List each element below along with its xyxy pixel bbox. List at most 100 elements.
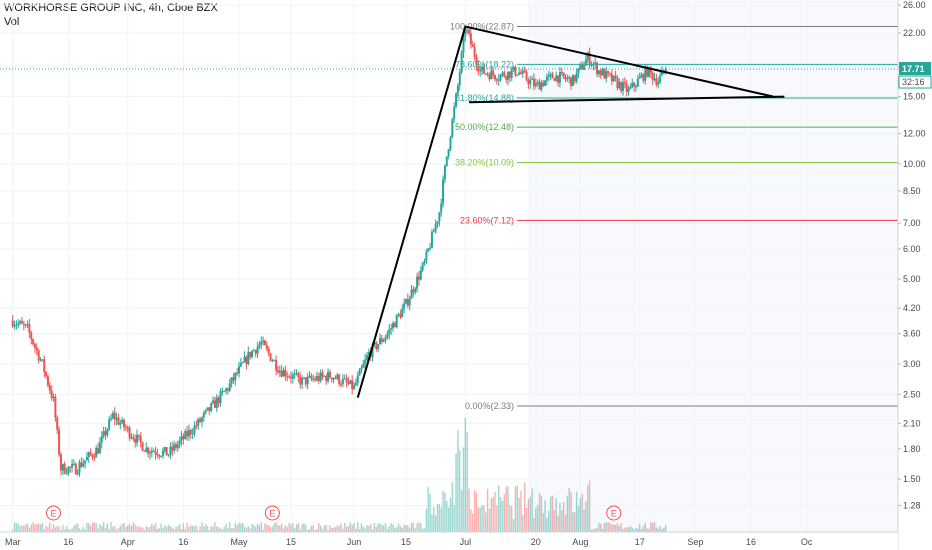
volume-bar (466, 432, 468, 532)
price-tick-label: 15.00 (903, 92, 926, 102)
candle-body (334, 377, 337, 379)
candle-body (588, 52, 591, 66)
candle-body (660, 70, 663, 76)
volume-bar (433, 506, 435, 532)
candle-body (238, 366, 241, 374)
candle-body (301, 377, 304, 385)
volume-bar (629, 525, 632, 532)
price-tick-label: 4.20 (903, 303, 921, 313)
candle-body (566, 78, 569, 80)
volume-bar (141, 527, 144, 532)
volume-bar (279, 525, 281, 532)
price-tick-label: 2.50 (903, 389, 921, 399)
volume-bar (125, 527, 127, 532)
candle-body (549, 74, 552, 76)
volume-bar (653, 522, 656, 532)
volume-bar (485, 512, 487, 532)
candle-body (481, 66, 484, 71)
volume-bar (216, 526, 218, 532)
candle-body (263, 340, 266, 346)
volume-bar (45, 525, 47, 532)
candle-body (78, 462, 81, 473)
volume-bar (639, 524, 641, 532)
volume-bar (447, 507, 450, 532)
time-tick-label: 20 (531, 537, 541, 547)
candle-body (358, 369, 361, 376)
volume-bar (507, 486, 509, 532)
volume-bar (269, 527, 272, 532)
candle-body (540, 82, 543, 90)
candle-body (314, 378, 317, 381)
volume-bar (420, 523, 422, 532)
candle-body (163, 447, 166, 451)
volume-bar (536, 505, 539, 532)
candle-body (364, 359, 367, 364)
volume-bar (577, 506, 580, 532)
candle-body (174, 444, 177, 448)
volume-bar (434, 515, 437, 532)
candle-body (147, 447, 150, 454)
volume-bar (199, 526, 201, 532)
candle-body (434, 224, 437, 232)
candle-body (354, 383, 357, 386)
candle-body (482, 66, 485, 74)
candle-body (516, 74, 519, 76)
time-tick-label: Oc (801, 537, 813, 547)
candle-body (65, 473, 68, 475)
candle-body (440, 203, 443, 213)
volume-bar (12, 529, 14, 532)
candle-body (104, 431, 107, 436)
candle-body (291, 374, 294, 379)
candle-body (262, 340, 265, 342)
earnings-marker-label: E (269, 509, 275, 519)
volume-bar (358, 529, 361, 532)
volume-bar (39, 524, 42, 532)
volume-bar (579, 497, 582, 532)
candle-body (217, 397, 220, 404)
volume-bar (403, 524, 405, 532)
volume-bar (622, 528, 624, 532)
time-tick-label: 16 (178, 537, 188, 547)
volume-bar (553, 509, 556, 532)
volume-bar (284, 525, 287, 532)
candle-body (607, 71, 610, 74)
candle-body (570, 77, 573, 87)
candle-body (379, 338, 381, 345)
volume-bar (21, 525, 23, 532)
volume-bar (555, 498, 557, 532)
candle-body (410, 289, 413, 299)
volume-bar (386, 528, 389, 532)
candle-body (634, 86, 637, 88)
candle-body (419, 270, 422, 280)
volume-bar (468, 488, 470, 532)
volume-bar (325, 524, 327, 532)
volume-bar (377, 523, 379, 532)
candle-body (327, 371, 330, 382)
volume-bar (527, 499, 530, 532)
price-tick-label: 2.10 (903, 418, 921, 428)
volume-bar (119, 525, 121, 532)
volume-bar (338, 525, 340, 532)
candle-body (91, 454, 94, 458)
candle-body (189, 429, 192, 435)
volume-bar (408, 527, 411, 532)
volume-label: Vol (4, 16, 20, 28)
volume-bar (36, 524, 38, 532)
candle-body (345, 378, 348, 383)
candle-body (117, 417, 120, 425)
candle-body (208, 407, 211, 412)
volume-bar (535, 507, 537, 532)
price-tick-label: 22.00 (903, 28, 926, 38)
candle-body (24, 324, 27, 326)
price-tick-label: 7.00 (903, 218, 921, 228)
volume-bar (525, 507, 528, 532)
volume-bar (84, 529, 86, 532)
volume-bar (301, 524, 303, 532)
volume-bar (260, 522, 262, 532)
volume-bar (635, 527, 637, 532)
candle-body (59, 454, 62, 471)
candle-body (84, 460, 87, 464)
volume-bar (477, 507, 480, 532)
candle-body (26, 324, 29, 326)
